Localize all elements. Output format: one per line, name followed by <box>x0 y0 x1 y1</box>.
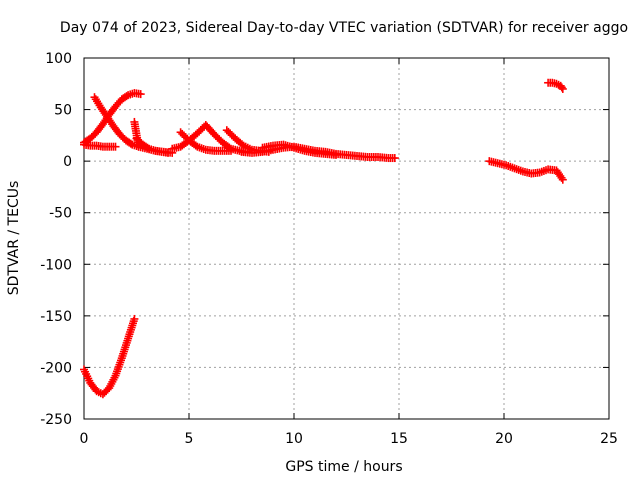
x-axis-ticks: 0 5 10 15 20 25 <box>80 58 618 447</box>
data-point <box>136 90 145 99</box>
data-point-interp <box>122 92 131 101</box>
x-tick-label: 20 <box>495 431 513 447</box>
y-axis-label: SDTVAR / TECUs <box>6 181 22 296</box>
plot-frame <box>83 57 610 420</box>
y-tick-label: -250 <box>40 412 72 428</box>
data-point <box>332 150 340 159</box>
data-point <box>164 148 172 157</box>
grid <box>84 58 609 419</box>
x-tick-label: 0 <box>80 431 89 447</box>
data-point <box>558 175 567 184</box>
data-point-interp <box>557 83 566 92</box>
plot-border <box>83 57 610 420</box>
x-tick-label: 5 <box>185 431 194 447</box>
data-point <box>558 84 567 93</box>
y-tick-label: 0 <box>63 154 72 170</box>
x-axis-label: GPS time / hours <box>285 459 402 475</box>
data-point <box>111 142 120 151</box>
data-point <box>390 154 399 163</box>
y-tick-label: -100 <box>40 257 72 273</box>
data-point-interp <box>557 173 566 182</box>
data-point <box>130 314 139 323</box>
x-tick-label: 25 <box>600 431 618 447</box>
data-point-interp <box>126 139 135 148</box>
y-tick-label: -150 <box>40 309 72 325</box>
y-tick-label: 50 <box>54 103 72 119</box>
y-axis-ticks: -250 -200 -150 -100 -50 0 50 100 <box>40 51 609 428</box>
data-point <box>227 146 235 155</box>
y-tick-label: -50 <box>49 206 72 222</box>
data-points <box>80 78 567 399</box>
x-tick-label: 15 <box>390 431 408 447</box>
y-tick-label: -200 <box>40 360 72 376</box>
data-point <box>134 142 143 151</box>
x-tick-label: 10 <box>285 431 303 447</box>
chart-title: Day 074 of 2023, Sidereal Day-to-day VTE… <box>60 20 628 36</box>
y-tick-label: 100 <box>45 51 72 67</box>
data-point-interp <box>143 143 152 152</box>
